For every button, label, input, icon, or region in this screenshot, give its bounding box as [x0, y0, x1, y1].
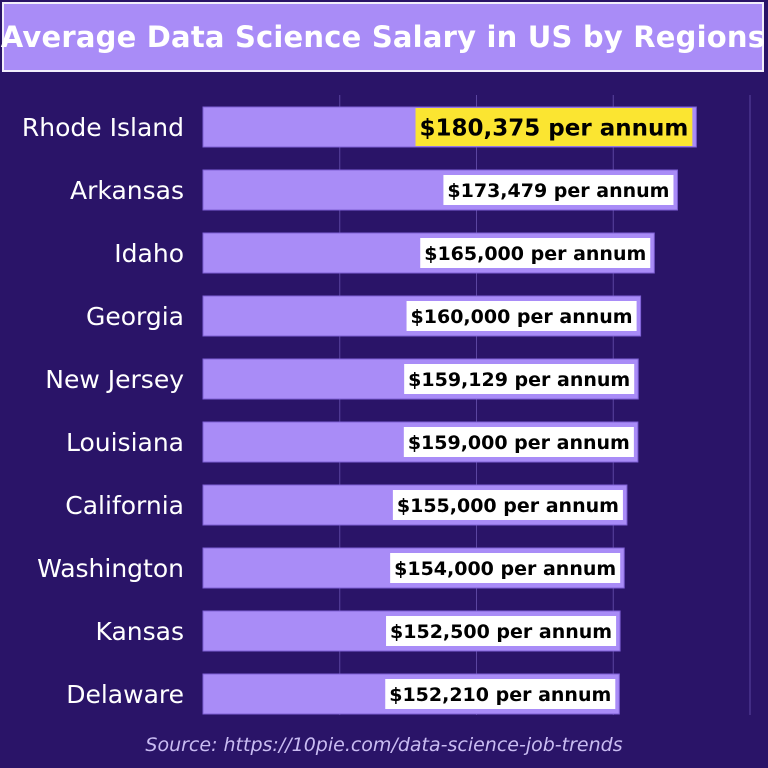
category-label: Idaho — [114, 239, 184, 268]
data-label: $155,000 per annum — [397, 495, 619, 517]
data-label: $152,210 per annum — [389, 684, 611, 706]
data-label-box — [392, 490, 623, 520]
data-label-box — [420, 238, 651, 268]
data-label-box — [403, 427, 634, 457]
data-label: $165,000 per annum — [424, 243, 646, 265]
category-label: Rhode Island — [22, 113, 184, 142]
data-label: $154,000 per annum — [394, 558, 616, 580]
category-label: California — [65, 491, 184, 520]
chart-title: Average Data Science Salary in US by Reg… — [0, 20, 766, 54]
category-label: Kansas — [96, 617, 185, 646]
category-label: New Jersey — [45, 365, 184, 394]
category-label: Arkansas — [70, 176, 184, 205]
category-label: Delaware — [66, 680, 184, 709]
category-label: Louisiana — [66, 428, 184, 457]
data-label-box — [386, 616, 617, 646]
data-label-box — [406, 301, 637, 331]
category-label: Washington — [37, 554, 184, 583]
data-label: $173,479 per annum — [447, 180, 669, 202]
data-label: $180,375 per annum — [420, 115, 689, 141]
source-caption: Source: https://10pie.com/data-science-j… — [145, 734, 623, 756]
data-label-box — [404, 364, 635, 394]
data-label: $159,129 per annum — [408, 369, 630, 391]
data-label-box — [443, 175, 674, 205]
data-label-box — [390, 553, 621, 583]
category-label: Georgia — [86, 302, 184, 331]
data-label-box — [415, 108, 693, 146]
data-label: $160,000 per annum — [411, 306, 633, 328]
data-label-box — [385, 679, 616, 709]
data-label: $159,000 per annum — [408, 432, 630, 454]
data-label: $152,500 per annum — [390, 621, 612, 643]
chart-title-banner: Average Data Science Salary in US by Reg… — [0, 2, 766, 72]
